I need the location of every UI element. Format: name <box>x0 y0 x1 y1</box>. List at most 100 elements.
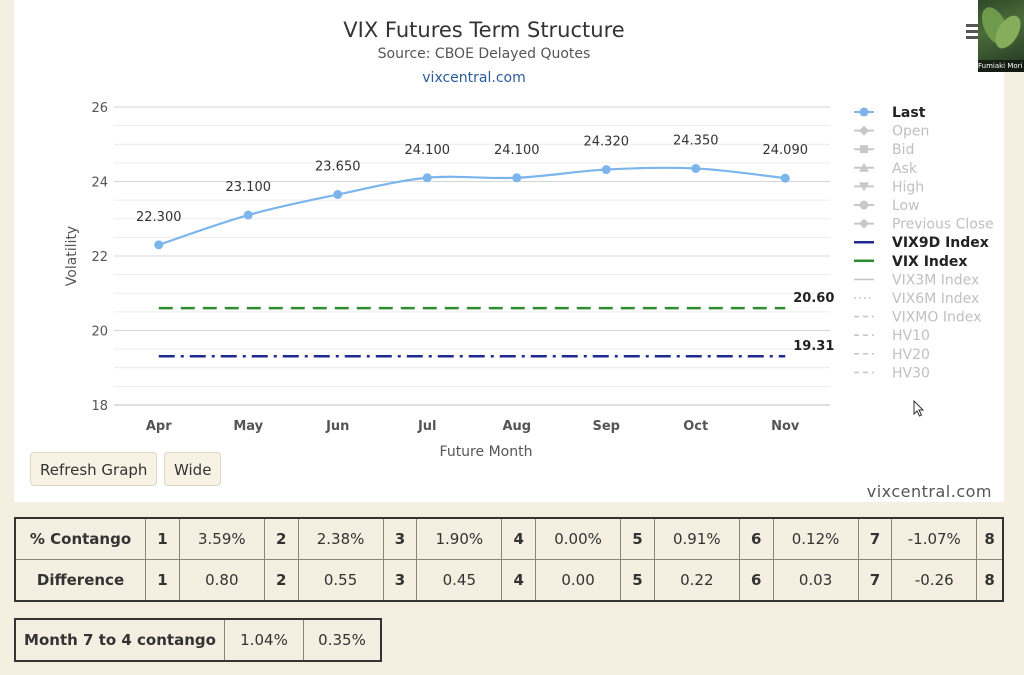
difference-value: 0.03 <box>772 559 859 602</box>
refresh-graph-button[interactable]: Refresh Graph <box>30 452 158 486</box>
month-index: 7 <box>857 559 893 602</box>
month-index: 4 <box>501 517 537 560</box>
hamburger-menu-icon[interactable] <box>966 24 980 39</box>
legend-item-label: High <box>892 179 924 195</box>
month-index: 7 <box>857 517 893 560</box>
month-7-4-contango-table: Month 7 to 4 contango 1.04% 0.35% <box>14 618 382 662</box>
chart-subtitle: Source: CBOE Delayed Quotes <box>378 46 591 62</box>
x-tick-label: Sep <box>593 419 621 434</box>
legend-item-label: HV20 <box>892 347 930 363</box>
difference-value: 0.00 <box>535 559 622 602</box>
data-point <box>601 165 611 175</box>
data-point <box>512 173 522 183</box>
data-label: 24.350 <box>673 133 719 148</box>
chart-panel: VIX Futures Term Structure Source: CBOE D… <box>14 0 1004 502</box>
contango-value: 0.00% <box>535 517 622 560</box>
site-link: vixcentral.com <box>422 70 525 86</box>
data-label: 24.320 <box>584 135 630 150</box>
data-point <box>691 163 701 173</box>
legend-item-label: Open <box>892 124 929 140</box>
y-tick-label: 18 <box>91 399 108 414</box>
legend-item-label: VIX Index <box>892 254 967 270</box>
legend-item-label: HV30 <box>892 365 930 381</box>
video-overlay-avatar: Fumiaki Mori <box>978 0 1024 72</box>
month-index: 5 <box>620 559 655 602</box>
row-label: % Contango <box>14 517 147 560</box>
month-index: 3 <box>382 517 418 560</box>
difference-value: 0.80 <box>178 559 265 602</box>
mouse-cursor-icon <box>913 400 925 417</box>
legend-item-label: Low <box>892 198 920 214</box>
month-index: 3 <box>382 559 418 602</box>
legend-item-label: HV10 <box>892 328 930 344</box>
legend-marker <box>859 125 869 136</box>
month-index: 8 <box>976 559 1004 602</box>
contango-table: % Contango 1 3.59% 2 2.38% 3 1.90% 4 0.0… <box>14 517 1004 602</box>
month-contango-value-1: 1.04% <box>224 618 304 662</box>
x-tick-label: Apr <box>146 419 172 434</box>
legend-item-label: Last <box>892 105 926 121</box>
contango-value: 0.12% <box>772 517 859 560</box>
data-label: 23.650 <box>315 160 361 175</box>
month-index: 6 <box>738 517 774 560</box>
y-tick-label: 24 <box>91 176 108 191</box>
month-index: 4 <box>501 559 537 602</box>
data-label: 24.100 <box>494 143 540 158</box>
difference-value: 0.22 <box>653 559 740 602</box>
difference-value: 0.45 <box>416 559 503 602</box>
table-row-contango: % Contango 1 3.59% 2 2.38% 3 1.90% 4 0.0… <box>14 517 1004 560</box>
month-index: 5 <box>620 517 655 560</box>
data-label: 24.090 <box>763 143 809 158</box>
x-tick-label: May <box>233 419 263 434</box>
contango-value: 2.38% <box>297 517 384 560</box>
legend-marker <box>860 145 868 154</box>
x-tick-label: Oct <box>683 419 708 434</box>
data-point <box>333 190 343 200</box>
data-point <box>154 240 164 250</box>
chart-credit: vixcentral.com <box>866 482 992 501</box>
month-index: 8 <box>976 517 1004 560</box>
contango-value: -1.07% <box>891 517 978 560</box>
wide-button[interactable]: Wide <box>164 452 222 486</box>
reference-line-label: 19.31 <box>793 339 834 354</box>
legend-item-label: VIX9D Index <box>892 235 989 251</box>
month-index: 6 <box>738 559 774 602</box>
y-tick-label: 26 <box>91 101 108 116</box>
legend-item-label: VIXMO Index <box>892 310 981 326</box>
x-tick-label: Jul <box>417 419 437 434</box>
avatar-label: Fumiaki Mori <box>978 60 1024 72</box>
legend-item-label: VIX3M Index <box>892 272 979 288</box>
row-label: Month 7 to 4 contango <box>14 618 225 662</box>
contango-value: 1.90% <box>416 517 503 560</box>
month-index: 2 <box>263 517 299 560</box>
legend-item-label: Bid <box>892 142 914 158</box>
data-point <box>422 173 432 183</box>
table-row-difference: Difference 1 0.80 2 0.55 3 0.45 4 0.00 5… <box>14 559 1004 602</box>
x-tick-label: Nov <box>771 419 800 434</box>
contango-value: 3.59% <box>178 517 265 560</box>
data-point <box>780 173 790 183</box>
data-label: 24.100 <box>405 143 451 158</box>
difference-value: -0.26 <box>891 559 978 602</box>
series-line-last <box>158 166 786 246</box>
y-tick-label: 20 <box>91 325 108 340</box>
legend-marker <box>859 162 869 172</box>
x-tick-label: Jun <box>325 419 349 434</box>
legend-item-label: Previous Close <box>892 217 994 233</box>
reference-line-label: 20.60 <box>793 291 834 306</box>
contango-value: 0.91% <box>653 517 740 560</box>
legend-marker <box>859 182 869 192</box>
x-tick-label: Aug <box>502 419 531 434</box>
month-index: 1 <box>145 559 180 602</box>
month-contango-value-2: 0.35% <box>303 618 382 662</box>
month-index: 2 <box>263 559 299 602</box>
chart-title: VIX Futures Term Structure <box>343 18 624 42</box>
month-index: 1 <box>145 517 180 560</box>
data-label: 22.300 <box>136 210 182 225</box>
x-axis-title: Future Month <box>440 444 533 460</box>
chart-svg: VIX Futures Term Structure Source: CBOE D… <box>64 18 994 460</box>
y-tick-label: 22 <box>91 250 108 265</box>
data-label: 23.100 <box>226 180 272 195</box>
legend-item-label: VIX6M Index <box>892 291 979 307</box>
row-label: Difference <box>14 559 147 602</box>
